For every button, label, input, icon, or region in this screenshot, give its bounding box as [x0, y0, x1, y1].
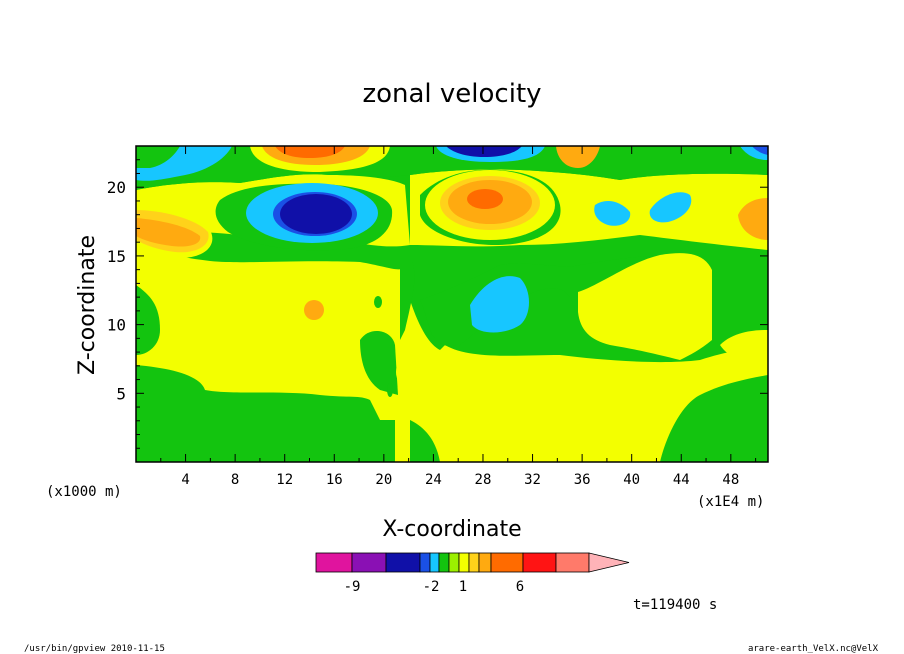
plot-frame [135, 145, 769, 463]
y-tick-label: 15 [107, 247, 126, 266]
colorbar-swatch [478, 552, 492, 573]
green-left-bulge [136, 285, 160, 355]
green-center [360, 330, 398, 395]
yellow-blob-1 [396, 364, 402, 380]
colorbar-swatch [458, 552, 470, 573]
chart-title: zonal velocity [362, 79, 541, 109]
darkorange-top-left [275, 146, 345, 158]
footer-left: /usr/bin/gpview 2010-11-15 [24, 644, 165, 654]
x-axis: 4 8 12 16 20 24 28 32 36 40 44 48 [160, 146, 757, 488]
colorbar [315, 552, 630, 573]
y-scale-label: (x1000 m) [46, 484, 122, 500]
green-top-left-inner [136, 146, 180, 168]
colorbar-swatch [555, 552, 590, 573]
colorbar-arrow [588, 552, 630, 573]
cyan-patch-1 [594, 200, 631, 226]
x-tick-label: 20 [375, 472, 392, 488]
cyan-patch-2 [649, 192, 692, 223]
green-bottom-right [660, 375, 768, 462]
colorbar-swatch [385, 552, 421, 573]
orange-top-right [556, 146, 600, 168]
y-tick-label: 20 [107, 178, 126, 197]
yellow-right-edge [720, 330, 768, 370]
colorbar-swatch [468, 552, 480, 573]
colorbar-swatch [490, 552, 524, 573]
x-scale-label: (x1E4 m) [697, 494, 764, 510]
yellow-patch-small [632, 184, 650, 194]
colorbar-swatch [419, 552, 431, 573]
orange-right-edge [738, 198, 768, 240]
x-tick-label: 24 [425, 472, 442, 488]
y-axis-label: Z-coordinate [75, 235, 100, 375]
y-tick-label: 5 [116, 384, 126, 403]
darkorange-right-cell [467, 189, 503, 209]
yellow-lower-center [420, 375, 595, 462]
y-tick-label: 10 [107, 316, 126, 335]
x-tick-label: 12 [276, 472, 293, 488]
x-axis-label: X-coordinate [382, 517, 521, 542]
colorbar-tick-label: -2 [423, 579, 440, 595]
colorbar-labels: -9 -2 1 6 [344, 579, 525, 595]
x-tick-label: 28 [475, 472, 492, 488]
cyan-patch-center [470, 276, 529, 333]
x-tick-label: 40 [623, 472, 640, 488]
x-tick-label: 16 [326, 472, 343, 488]
x-tick-label: 8 [231, 472, 239, 488]
x-tick-label: 36 [574, 472, 591, 488]
colorbar-swatch [429, 552, 440, 573]
footer-right: arare-earth_VelX.nc@VelX [748, 644, 879, 654]
colorbar-tick-label: 1 [459, 579, 467, 595]
green-vertical-streak [400, 262, 415, 340]
darkblue-left-cell [280, 194, 352, 234]
yellow-right-inner [578, 253, 712, 360]
x-tick-label: 44 [673, 472, 690, 488]
orange-left-edge [136, 218, 201, 247]
x-tick-label: 32 [524, 472, 541, 488]
time-label: t=119400 s [633, 597, 717, 613]
colorbar-swatch [438, 552, 450, 573]
y-axis: 5 10 15 20 [107, 159, 768, 449]
colorbar-swatch [351, 552, 387, 573]
orange-small-circle [304, 300, 324, 320]
darkblue-top-center [446, 146, 522, 157]
colorbar-swatch [448, 552, 460, 573]
green-blob-2 [387, 383, 393, 397]
colorbar-tick-label: -9 [344, 579, 361, 595]
green-lower [136, 365, 395, 462]
green-lower-center [410, 420, 440, 462]
blue-top-right [752, 146, 768, 155]
x-tick-label: 4 [181, 472, 189, 488]
colorbar-swatch [522, 552, 557, 573]
colorbar-swatch [315, 552, 353, 573]
green-blob-1 [374, 296, 382, 308]
plot-area [136, 146, 768, 462]
colorbar-tick-label: 6 [516, 579, 524, 595]
x-tick-label: 48 [722, 472, 739, 488]
